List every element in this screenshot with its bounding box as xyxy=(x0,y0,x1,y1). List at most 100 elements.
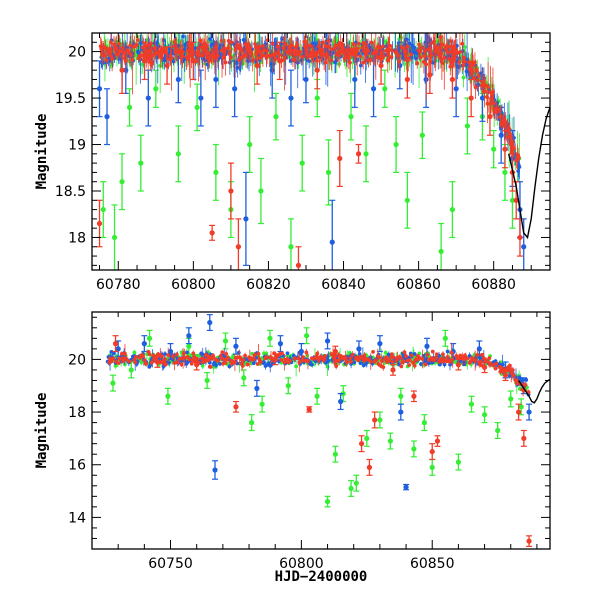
data-point xyxy=(285,383,291,389)
top-y-axis-label: Magnitude xyxy=(34,114,50,190)
data-point xyxy=(420,357,425,361)
data-point xyxy=(332,451,338,457)
data-point xyxy=(498,114,503,119)
data-point xyxy=(164,62,170,69)
data-point xyxy=(304,333,310,339)
top-panel-frame xyxy=(91,32,551,271)
data-point xyxy=(166,353,171,358)
data-point xyxy=(233,343,239,349)
data-point xyxy=(307,59,312,63)
data-point xyxy=(259,401,265,407)
data-point xyxy=(355,151,362,157)
data-point xyxy=(296,356,301,361)
data-point xyxy=(207,58,212,63)
data-point xyxy=(376,45,381,50)
data-point xyxy=(116,361,121,366)
data-point xyxy=(337,53,342,57)
data-point xyxy=(277,58,283,64)
data-point xyxy=(235,244,242,250)
data-point xyxy=(362,353,367,358)
data-point xyxy=(364,435,370,441)
data-point xyxy=(440,42,445,47)
data-point xyxy=(225,355,230,360)
data-point xyxy=(487,114,493,120)
data-point xyxy=(257,56,262,61)
data-point xyxy=(104,114,110,120)
data-point xyxy=(433,355,438,360)
data-point xyxy=(167,348,174,355)
data-point xyxy=(411,446,417,452)
top-panel: 60780 60800 60820 60840 60860 60880 18 18.5 19 19… xyxy=(34,32,551,293)
data-point xyxy=(124,357,129,361)
data-point xyxy=(301,355,306,360)
data-point xyxy=(510,368,515,372)
data-point xyxy=(141,341,147,347)
data-point xyxy=(518,404,524,410)
data-point xyxy=(458,50,462,54)
data-point xyxy=(450,357,455,362)
data-point xyxy=(297,360,302,365)
data-point xyxy=(110,380,116,386)
data-point xyxy=(294,49,299,54)
data-point xyxy=(182,355,187,360)
data-point xyxy=(353,480,359,486)
data-point xyxy=(512,146,516,151)
data-point xyxy=(151,52,155,57)
data-point xyxy=(435,39,440,44)
data-point xyxy=(498,132,504,138)
data-point xyxy=(383,350,388,355)
data-point xyxy=(460,41,465,46)
data-point xyxy=(112,351,116,356)
top-tick-labels: 60780 60800 60820 60840 60860 60880 18 18.5 19 19… xyxy=(55,45,516,293)
data-point xyxy=(521,244,527,250)
data-point xyxy=(378,62,384,69)
data-point xyxy=(366,464,373,470)
data-point xyxy=(326,38,331,43)
data-point xyxy=(172,40,177,44)
data-point xyxy=(130,58,135,62)
data-point xyxy=(409,353,414,358)
data-point xyxy=(235,43,240,48)
data-point xyxy=(141,354,145,359)
data-point xyxy=(255,362,260,366)
data-point xyxy=(397,62,403,69)
data-point xyxy=(455,362,461,368)
data-point xyxy=(348,356,353,361)
data-point xyxy=(377,417,383,423)
data-point xyxy=(169,56,174,60)
data-point xyxy=(424,62,429,67)
data-point xyxy=(503,120,508,125)
data-point xyxy=(325,169,332,176)
data-point xyxy=(243,353,248,358)
data-point xyxy=(438,35,443,39)
data-point xyxy=(352,76,358,83)
data-point xyxy=(511,373,516,378)
data-point xyxy=(287,358,292,363)
data-point xyxy=(315,351,320,356)
data-point xyxy=(387,438,393,444)
data-point xyxy=(398,409,404,415)
data-point xyxy=(327,45,331,49)
data-point xyxy=(442,56,447,60)
data-point xyxy=(159,354,164,359)
data-point xyxy=(142,358,147,363)
data-point xyxy=(124,58,128,63)
data-point xyxy=(240,363,245,368)
data-point xyxy=(138,160,144,166)
data-point xyxy=(332,348,338,355)
data-point xyxy=(254,62,260,69)
data-point xyxy=(427,72,433,78)
data-point xyxy=(485,102,490,106)
data-point xyxy=(523,382,528,387)
data-point xyxy=(223,60,228,65)
data-point xyxy=(478,360,483,364)
data-point xyxy=(178,356,182,361)
data-point xyxy=(415,61,420,66)
data-point xyxy=(387,43,392,48)
data-point xyxy=(232,360,237,365)
data-point xyxy=(154,359,161,365)
x-tick-label: 60780 xyxy=(96,277,141,293)
data-point xyxy=(502,372,509,378)
data-point xyxy=(111,234,118,241)
data-point xyxy=(368,57,373,62)
